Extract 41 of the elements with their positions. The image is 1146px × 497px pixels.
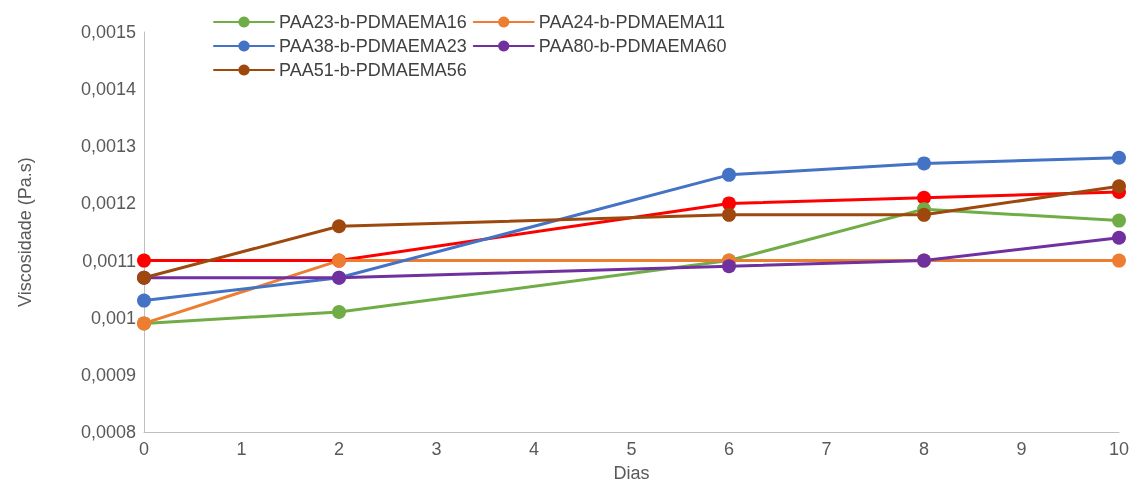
point [1112, 213, 1126, 228]
point [917, 156, 931, 171]
y-tick-label: 0,0009 [80, 364, 136, 385]
x-tick-label: 3 [431, 439, 442, 459]
y-tick-label: 0,0012 [80, 193, 136, 214]
point [1112, 253, 1126, 268]
x-axis-title: Dias [613, 463, 650, 483]
point [332, 305, 346, 319]
y-tick-label: 0,0011 [82, 250, 136, 271]
point [332, 219, 346, 234]
x-tick-label: 5 [626, 439, 637, 459]
legend-label: PAA38-b-PDMAEMA23 [279, 36, 467, 56]
x-tick-label: 7 [821, 439, 832, 459]
legend-label: PAA80-b-PDMAEMA60 [538, 36, 727, 56]
x-tick-label: 4 [528, 439, 540, 459]
point [1112, 230, 1126, 245]
x-tick-label: 9 [1016, 439, 1027, 459]
point [137, 293, 151, 308]
point [722, 196, 736, 211]
y-tick-label: 0,0014 [80, 79, 136, 100]
x-tick-label: 8 [918, 439, 930, 459]
x-tick-label: 10 [1108, 439, 1130, 459]
x-tick-label: 2 [333, 439, 345, 459]
x-tick-label: 6 [723, 439, 735, 459]
y-axis-title: Viscosidade (Pa.s) [15, 157, 35, 307]
x-tick-label: 0 [138, 439, 150, 459]
point [722, 167, 736, 182]
x-tick-label: 1 [236, 439, 247, 459]
point [1112, 150, 1126, 165]
y-tick-label: 0,0015 [80, 22, 136, 42]
legend-label: PAA23-b-PDMAEMA16 [279, 12, 467, 32]
legend-label: PAA24-b-PDMAEMA11 [538, 12, 726, 32]
point [722, 259, 736, 274]
point [722, 207, 736, 222]
y-tick-label: 0,0013 [80, 136, 136, 157]
legend-label: PAA51-b-PDMAEMA56 [279, 60, 467, 80]
y-tick-label: 0,001 [90, 307, 136, 328]
y-tick-label: 0,0008 [80, 422, 136, 442]
point [1112, 179, 1126, 194]
point [917, 207, 931, 222]
point [137, 253, 151, 268]
